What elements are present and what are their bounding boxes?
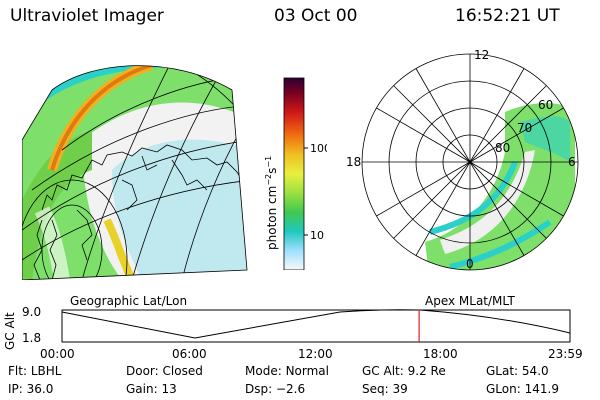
colorbar-tick-10: 10 [310, 229, 324, 242]
geographic-auroral-image [22, 65, 248, 280]
mlt-label-6: 6 [568, 155, 576, 169]
colorbar-tick-100: 100 [310, 142, 327, 155]
altitude-plot-frame [61, 309, 571, 343]
time-tick-0000: 00:00 [40, 347, 75, 360]
altitude-tick-top: 9.0 [22, 305, 41, 319]
time-tick-0600: 06:00 [172, 347, 207, 360]
mlt-label-0: 0 [466, 257, 474, 271]
time-label: 16:52:21 UT [455, 6, 560, 26]
info-ip: IP: 36.0 [8, 382, 54, 396]
apex-caption: Apex MLat/MLT [425, 294, 515, 308]
mlt-label-18: 18 [346, 155, 361, 169]
altitude-timeline: GC Alt 9.0 1.8 00:00 06:00 12:00 18:00 2… [3, 305, 583, 360]
info-gc-alt: GC Alt: 9.2 Re [362, 364, 446, 378]
time-tick-1800: 18:00 [423, 347, 458, 360]
date-label: 03 Oct 00 [274, 6, 358, 26]
altitude-tick-bottom: 1.8 [22, 331, 41, 345]
info-door: Door: Closed [126, 364, 203, 378]
info-flt: Flt: LBHL [8, 364, 62, 378]
time-tick-2359: 23:59 [548, 347, 583, 360]
altitude-axis-label: GC Alt [3, 312, 17, 350]
instrument-title: Ultraviolet Imager [10, 6, 164, 26]
polar-mlat-mlt-plot: 12 0 18 6 60 70 80 [346, 48, 579, 271]
altitude-curve [61, 309, 571, 339]
info-glat: GLat: 54.0 [486, 364, 549, 378]
intensity-colorbar: 100 10 photon cm−2s−1 [264, 77, 327, 270]
info-mode: Mode: Normal [245, 364, 329, 378]
mlat-label-70: 70 [517, 121, 532, 135]
time-tick-1200: 12:00 [298, 347, 333, 360]
info-gain: Gain: 13 [126, 382, 177, 396]
geographic-caption: Geographic Lat/Lon [70, 294, 188, 308]
info-glon: GLon: 141.9 [486, 382, 559, 396]
mlat-label-80: 80 [495, 141, 510, 155]
info-seq: Seq: 39 [362, 382, 408, 396]
mlat-label-60: 60 [538, 98, 553, 112]
mlt-label-12: 12 [474, 48, 489, 62]
colorbar-unit-label: photon cm−2s−1 [264, 156, 279, 250]
info-dsp: Dsp: −2.6 [245, 382, 306, 396]
